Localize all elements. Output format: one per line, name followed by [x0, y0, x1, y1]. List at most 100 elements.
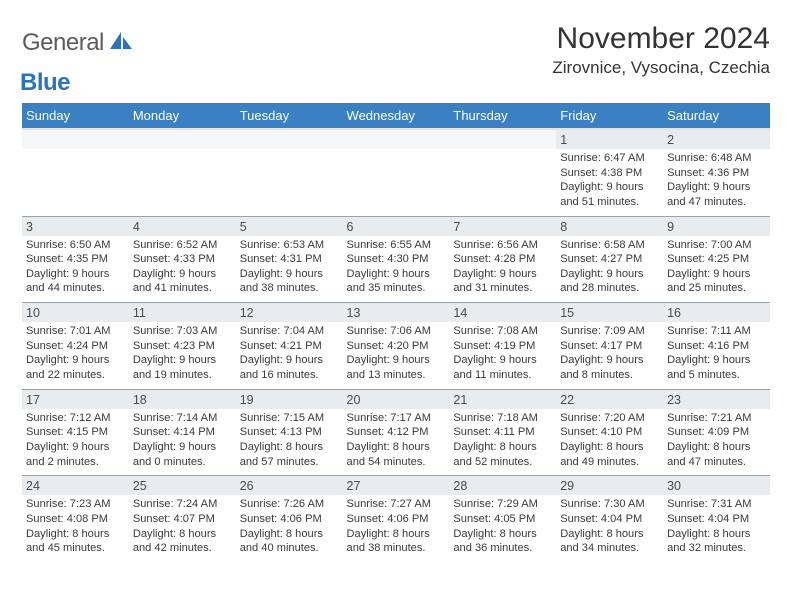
detail-line: Sunrise: 7:30 AM — [560, 497, 659, 512]
day-number-cell: 18 — [129, 389, 236, 409]
detail-line: and 36 minutes. — [453, 541, 552, 556]
detail-line: Daylight: 8 hours — [240, 527, 339, 542]
day-number-cell: 29 — [556, 476, 663, 496]
detail-line: Sunrise: 7:18 AM — [453, 411, 552, 426]
detail-line: Sunrise: 6:48 AM — [667, 151, 766, 166]
detail-line: Sunset: 4:13 PM — [240, 425, 339, 440]
detail-line: Sunrise: 7:11 AM — [667, 324, 766, 339]
day-detail-cell: Sunrise: 7:06 AMSunset: 4:20 PMDaylight:… — [343, 322, 450, 389]
day-detail-row: Sunrise: 6:47 AMSunset: 4:38 PMDaylight:… — [22, 149, 770, 216]
detail-line: Daylight: 8 hours — [560, 440, 659, 455]
detail-line: and 40 minutes. — [240, 541, 339, 556]
detail-line: Daylight: 9 hours — [667, 180, 766, 195]
day-number-cell: 25 — [129, 476, 236, 496]
day-detail-cell: Sunrise: 7:21 AMSunset: 4:09 PMDaylight:… — [663, 409, 770, 476]
day-detail-cell: Sunrise: 6:58 AMSunset: 4:27 PMDaylight:… — [556, 236, 663, 303]
day-number-cell: 8 — [556, 216, 663, 236]
day-detail-cell: Sunrise: 7:01 AMSunset: 4:24 PMDaylight:… — [22, 322, 129, 389]
detail-line: Sunset: 4:10 PM — [560, 425, 659, 440]
detail-line: and 34 minutes. — [560, 541, 659, 556]
day-detail-cell: Sunrise: 7:31 AMSunset: 4:04 PMDaylight:… — [663, 495, 770, 562]
day-number-row: 12 — [22, 129, 770, 149]
detail-line: Daylight: 9 hours — [240, 267, 339, 282]
detail-line: and 0 minutes. — [133, 455, 232, 470]
detail-line: and 31 minutes. — [453, 281, 552, 296]
weekday-header: Friday — [556, 103, 663, 129]
detail-line: Daylight: 8 hours — [667, 440, 766, 455]
day-number-cell: 3 — [22, 216, 129, 236]
detail-line: Daylight: 9 hours — [133, 353, 232, 368]
day-number-cell: 14 — [449, 303, 556, 323]
day-number-cell: 23 — [663, 389, 770, 409]
weekday-header: Thursday — [449, 103, 556, 129]
detail-line: Daylight: 9 hours — [133, 440, 232, 455]
day-number-cell — [236, 129, 343, 149]
detail-line: Sunrise: 7:23 AM — [26, 497, 125, 512]
detail-line: and 38 minutes. — [240, 281, 339, 296]
day-detail-cell — [129, 149, 236, 216]
detail-line: Daylight: 9 hours — [26, 353, 125, 368]
detail-line: Sunrise: 7:04 AM — [240, 324, 339, 339]
day-detail-cell: Sunrise: 7:17 AMSunset: 4:12 PMDaylight:… — [343, 409, 450, 476]
detail-line: Sunrise: 7:12 AM — [26, 411, 125, 426]
day-number-cell: 21 — [449, 389, 556, 409]
detail-line: Sunset: 4:27 PM — [560, 252, 659, 267]
day-detail-cell: Sunrise: 7:15 AMSunset: 4:13 PMDaylight:… — [236, 409, 343, 476]
detail-line: Sunset: 4:15 PM — [26, 425, 125, 440]
detail-line: Daylight: 8 hours — [26, 527, 125, 542]
detail-line: and 8 minutes. — [560, 368, 659, 383]
page-title: November 2024 — [552, 22, 770, 56]
day-number-cell — [22, 129, 129, 149]
day-number-cell: 10 — [22, 303, 129, 323]
detail-line: Sunrise: 7:24 AM — [133, 497, 232, 512]
detail-line: Sunset: 4:06 PM — [347, 512, 446, 527]
day-detail-row: Sunrise: 7:23 AMSunset: 4:08 PMDaylight:… — [22, 495, 770, 562]
day-detail-cell: Sunrise: 7:14 AMSunset: 4:14 PMDaylight:… — [129, 409, 236, 476]
detail-line: and 19 minutes. — [133, 368, 232, 383]
detail-line: Sunset: 4:09 PM — [667, 425, 766, 440]
detail-line: and 35 minutes. — [347, 281, 446, 296]
day-number-cell: 4 — [129, 216, 236, 236]
detail-line: Daylight: 8 hours — [347, 440, 446, 455]
title-block: November 2024 Zirovnice, Vysocina, Czech… — [552, 22, 770, 78]
detail-line: and 51 minutes. — [560, 195, 659, 210]
detail-line: Sunset: 4:19 PM — [453, 339, 552, 354]
detail-line: Sunset: 4:24 PM — [26, 339, 125, 354]
detail-line: and 54 minutes. — [347, 455, 446, 470]
day-number-cell: 9 — [663, 216, 770, 236]
detail-line: Sunrise: 7:27 AM — [347, 497, 446, 512]
detail-line: and 5 minutes. — [667, 368, 766, 383]
day-detail-cell — [449, 149, 556, 216]
detail-line: Daylight: 9 hours — [560, 267, 659, 282]
detail-line: Sunset: 4:06 PM — [240, 512, 339, 527]
detail-line: Daylight: 9 hours — [560, 180, 659, 195]
detail-line: Sunrise: 6:53 AM — [240, 238, 339, 253]
detail-line: and 52 minutes. — [453, 455, 552, 470]
detail-line: Sunrise: 6:55 AM — [347, 238, 446, 253]
detail-line: and 22 minutes. — [26, 368, 125, 383]
day-detail-cell: Sunrise: 7:29 AMSunset: 4:05 PMDaylight:… — [449, 495, 556, 562]
detail-line: Sunset: 4:31 PM — [240, 252, 339, 267]
detail-line: Sunset: 4:25 PM — [667, 252, 766, 267]
logo-sail-icon — [110, 32, 132, 50]
detail-line: Sunset: 4:36 PM — [667, 166, 766, 181]
detail-line: Daylight: 9 hours — [667, 353, 766, 368]
detail-line: Sunset: 4:04 PM — [560, 512, 659, 527]
day-number-row: 10111213141516 — [22, 303, 770, 323]
day-number-cell: 16 — [663, 303, 770, 323]
day-detail-row: Sunrise: 7:01 AMSunset: 4:24 PMDaylight:… — [22, 322, 770, 389]
day-detail-cell: Sunrise: 6:52 AMSunset: 4:33 PMDaylight:… — [129, 236, 236, 303]
detail-line: Daylight: 9 hours — [560, 353, 659, 368]
detail-line: Sunrise: 7:00 AM — [667, 238, 766, 253]
day-detail-cell: Sunrise: 6:56 AMSunset: 4:28 PMDaylight:… — [449, 236, 556, 303]
day-detail-cell: Sunrise: 6:55 AMSunset: 4:30 PMDaylight:… — [343, 236, 450, 303]
detail-line: Sunrise: 6:50 AM — [26, 238, 125, 253]
detail-line: Sunset: 4:30 PM — [347, 252, 446, 267]
day-detail-cell: Sunrise: 7:20 AMSunset: 4:10 PMDaylight:… — [556, 409, 663, 476]
day-detail-cell — [343, 149, 450, 216]
day-detail-cell: Sunrise: 7:26 AMSunset: 4:06 PMDaylight:… — [236, 495, 343, 562]
day-detail-cell: Sunrise: 7:27 AMSunset: 4:06 PMDaylight:… — [343, 495, 450, 562]
detail-line: and 32 minutes. — [667, 541, 766, 556]
detail-line: Sunrise: 7:06 AM — [347, 324, 446, 339]
day-number-cell: 12 — [236, 303, 343, 323]
